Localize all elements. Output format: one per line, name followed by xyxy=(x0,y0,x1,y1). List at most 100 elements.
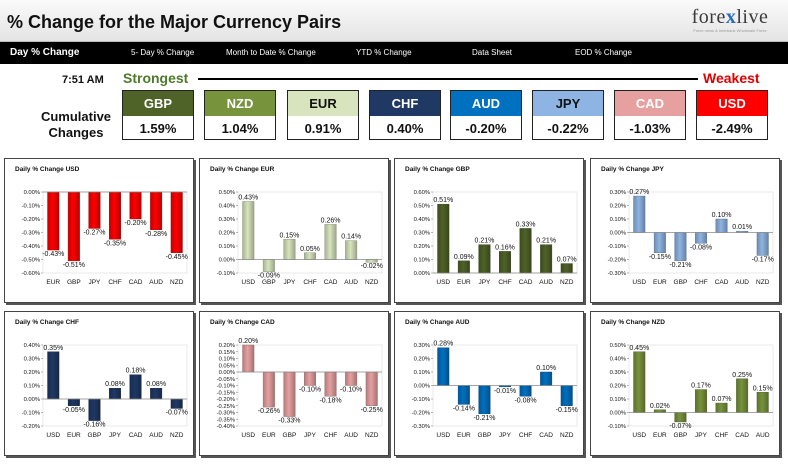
bar-usd xyxy=(437,203,450,274)
data-label: 0.21% xyxy=(474,238,494,245)
tab-ytd-change[interactable]: YTD % Change xyxy=(356,48,412,57)
category-label: NZD xyxy=(560,432,574,439)
y-tick-label: 0.00% xyxy=(610,231,626,237)
data-label: -0.01% xyxy=(494,388,516,395)
bar-chf xyxy=(109,191,121,240)
plot-area xyxy=(42,344,188,427)
category-label: NZD xyxy=(560,279,574,286)
y-tick-label: 0.30% xyxy=(414,343,430,349)
data-label: 0.05% xyxy=(300,246,320,253)
cumulative-change-value: -2.49% xyxy=(711,121,753,136)
category-label: CHF xyxy=(498,279,511,286)
currency-code: GBP xyxy=(123,91,193,116)
bar-chart: 0.50% 0.40% 0.30% 0.20% 0.10% 0.00% -0.10% 0.43… xyxy=(217,190,383,286)
chart-title: Daily % Change CHF xyxy=(15,319,79,326)
bar-gbp xyxy=(283,371,296,417)
tab-data-sheet[interactable]: Data Sheet xyxy=(472,48,513,57)
category-label: GBP xyxy=(674,432,688,439)
category-label: AUD xyxy=(149,432,163,439)
data-label: 0.17% xyxy=(691,383,711,390)
y-tick-label: 0.00% xyxy=(219,258,235,264)
bar-aud xyxy=(150,387,163,400)
timestamp: 7:51 AM xyxy=(62,74,104,86)
bar-nzd xyxy=(365,259,378,263)
cumulative-change-value: -0.20% xyxy=(465,121,507,136)
category-label: CHF xyxy=(694,279,707,286)
bar-nzd xyxy=(170,191,183,253)
data-label: -0.07% xyxy=(669,423,691,430)
y-tick-label: 0.20% xyxy=(610,384,626,390)
tab-eod-change[interactable]: EOD % Change xyxy=(575,48,632,57)
data-label: 0.51% xyxy=(433,197,453,204)
data-label: -0.33% xyxy=(278,418,300,425)
bar-jpy xyxy=(283,239,296,260)
chart-title: Daily % Change NZD xyxy=(601,319,665,326)
y-tick-label: -0.20% xyxy=(22,217,40,223)
data-label: -0.08% xyxy=(690,244,712,251)
chart-panel-gbp: Daily % Change GBP 0.60% 0.50% 0.40% 0.30% 0.… xyxy=(394,158,584,303)
tab-day-change[interactable]: Day % Change xyxy=(10,47,80,58)
currency-card-usd: USD -2.49% xyxy=(696,90,768,140)
data-label: -0.18% xyxy=(319,397,341,404)
currency-code: CHF xyxy=(370,91,440,116)
bar-usd xyxy=(633,351,646,413)
data-label: 0.10% xyxy=(536,365,556,372)
y-tick-label: 0.30% xyxy=(610,370,626,376)
y-tick-label: 0.20% xyxy=(610,204,626,210)
chart-title: Daily % Change JPY xyxy=(601,166,664,173)
bar-chart: 0.50% 0.40% 0.30% 0.20% 0.10% 0.00% -0.10% 0.45… xyxy=(608,343,774,439)
data-label: -0.07% xyxy=(166,409,188,416)
y-tick-label: -0.50% xyxy=(22,258,40,264)
bar-eur xyxy=(653,232,666,253)
chart-panel-usd: Daily % Change USD 0.00% -0.10% -0.20% -0.30… xyxy=(4,158,194,303)
bar-nzd xyxy=(560,385,573,406)
category-label: JPY xyxy=(478,279,491,286)
category-label: JPY xyxy=(304,432,317,439)
bar-jpy xyxy=(695,389,707,413)
category-label: CAD xyxy=(735,432,749,439)
category-label: GBP xyxy=(283,432,297,439)
y-tick-label: 0.10% xyxy=(414,370,430,376)
bar-aud xyxy=(540,244,553,274)
y-tick-label: 0.00% xyxy=(24,190,40,196)
bar-cad xyxy=(324,224,337,260)
cumulative-change-value: 1.59% xyxy=(139,121,177,136)
y-tick-label: 0.40% xyxy=(414,217,430,223)
data-label: 0.14% xyxy=(341,234,361,241)
y-tick-label: -0.10% xyxy=(217,271,235,277)
category-label: USD xyxy=(241,432,255,439)
y-tick-label: 0.00% xyxy=(610,411,626,417)
currency-card-chf: CHF 0.40% xyxy=(369,90,441,140)
bar-usd xyxy=(633,195,646,233)
data-label: 0.01% xyxy=(732,224,752,231)
y-tick-label: -0.10% xyxy=(217,384,235,390)
y-tick-label: 0.30% xyxy=(219,217,235,223)
category-label: CHF xyxy=(108,279,121,286)
y-tick-label: 0.00% xyxy=(219,370,235,376)
category-label: EUR xyxy=(653,432,667,439)
bar-nzd xyxy=(560,263,573,274)
data-label: -0.10% xyxy=(340,387,362,394)
tab-5-day-change[interactable]: 5- Day % Change xyxy=(131,48,195,57)
category-label: CAD xyxy=(324,279,338,286)
currency-code: AUD xyxy=(451,91,521,116)
tab-month-to-date-change[interactable]: Month to Date % Change xyxy=(226,48,316,57)
data-label: 0.45% xyxy=(629,345,649,352)
data-label: 0.35% xyxy=(43,345,63,352)
data-label: -0.27% xyxy=(83,229,105,236)
y-tick-label: -0.10% xyxy=(608,244,626,250)
bar-gbp xyxy=(674,412,687,423)
data-label: 0.07% xyxy=(712,396,732,403)
category-label: CAD xyxy=(539,432,553,439)
currency-card-nzd: NZD 1.04% xyxy=(204,90,276,140)
bar-chf xyxy=(304,252,316,260)
y-tick-label: -0.20% xyxy=(22,424,40,430)
weakest-label: Weakest xyxy=(703,70,760,86)
data-label: -0.51% xyxy=(63,262,85,269)
data-label: -0.21% xyxy=(669,262,691,269)
bar-gbp xyxy=(478,385,491,415)
category-label: CHF xyxy=(303,279,316,286)
chart-panel-chf: Daily % Change CHF 0.40% 0.30% 0.20% 0.10% 0.… xyxy=(4,311,194,456)
bar-gbp xyxy=(88,398,101,421)
category-label: AUD xyxy=(539,279,553,286)
